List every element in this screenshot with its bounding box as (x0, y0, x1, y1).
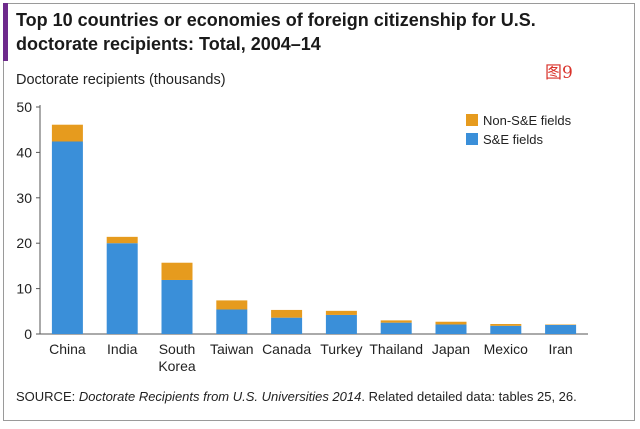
bar-se (490, 325, 522, 334)
x-tick-label: Turkey (320, 341, 362, 357)
x-tick-label: Japan (432, 341, 470, 357)
legend-label: Non-S&E fields (483, 113, 572, 128)
bar-se (106, 243, 138, 334)
bar-se (51, 141, 83, 334)
source-title: Doctorate Recipients from U.S. Universit… (78, 389, 362, 404)
bar-non-se (271, 309, 303, 318)
bar-non-se (161, 262, 193, 280)
bar-non-se (216, 300, 248, 310)
y-tick-label: 30 (16, 190, 32, 206)
bar-non-se (435, 321, 467, 325)
title-accent-bar (3, 3, 8, 61)
bar-non-se (380, 320, 412, 323)
bar-se (216, 309, 248, 334)
legend-swatch (466, 114, 478, 126)
x-tick-label: China (49, 341, 86, 357)
bar-non-se (490, 324, 522, 326)
source-note: SOURCE: Doctorate Recipients from U.S. U… (16, 389, 577, 404)
y-tick-label: 40 (16, 144, 32, 160)
y-tick-label: 10 (16, 281, 32, 297)
chart-title: Top 10 countries or economies of foreign… (16, 10, 536, 54)
x-tick-label: Mexico (484, 341, 529, 357)
legend-swatch (466, 133, 478, 145)
bar-non-se (106, 236, 138, 244)
x-tick-label: Taiwan (210, 341, 254, 357)
figure-tag: 图9 (545, 63, 573, 83)
x-tick-label: Iran (549, 341, 573, 357)
source-prefix: SOURCE: (16, 389, 79, 404)
x-tick-label: India (107, 341, 138, 357)
bar-se (325, 314, 357, 334)
x-tick-label: Thailand (369, 341, 423, 357)
x-tick-label: Canada (262, 341, 311, 357)
x-tick-label: South Korea (158, 341, 196, 374)
y-tick-label: 20 (16, 235, 32, 251)
bar-non-se (325, 310, 357, 315)
y-tick-label: 0 (24, 326, 32, 342)
bar-se (545, 324, 577, 334)
chart-frame (3, 3, 635, 421)
bar-se (435, 324, 467, 334)
legend-label: S&E fields (483, 132, 543, 147)
source-suffix: . Related detailed data: tables 25, 26. (361, 389, 577, 404)
bar-se (380, 322, 412, 334)
bar-non-se (51, 124, 83, 142)
bar-se (271, 317, 303, 334)
bar-se (161, 279, 193, 334)
y-axis-label: Doctorate recipients (thousands) (16, 72, 226, 88)
y-tick-label: 50 (16, 99, 32, 115)
